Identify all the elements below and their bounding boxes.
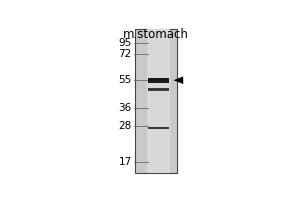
- Bar: [148, 127, 169, 129]
- Bar: [147, 29, 170, 173]
- Text: 55: 55: [118, 75, 132, 85]
- Text: 36: 36: [118, 103, 132, 113]
- Text: 17: 17: [118, 157, 132, 167]
- Text: m.stomach: m.stomach: [123, 28, 189, 41]
- Bar: [148, 78, 169, 83]
- Text: 72: 72: [118, 49, 132, 59]
- Bar: [148, 88, 169, 91]
- Bar: [135, 29, 177, 173]
- Polygon shape: [173, 76, 183, 84]
- Text: 28: 28: [118, 121, 132, 131]
- Text: 95: 95: [118, 38, 132, 48]
